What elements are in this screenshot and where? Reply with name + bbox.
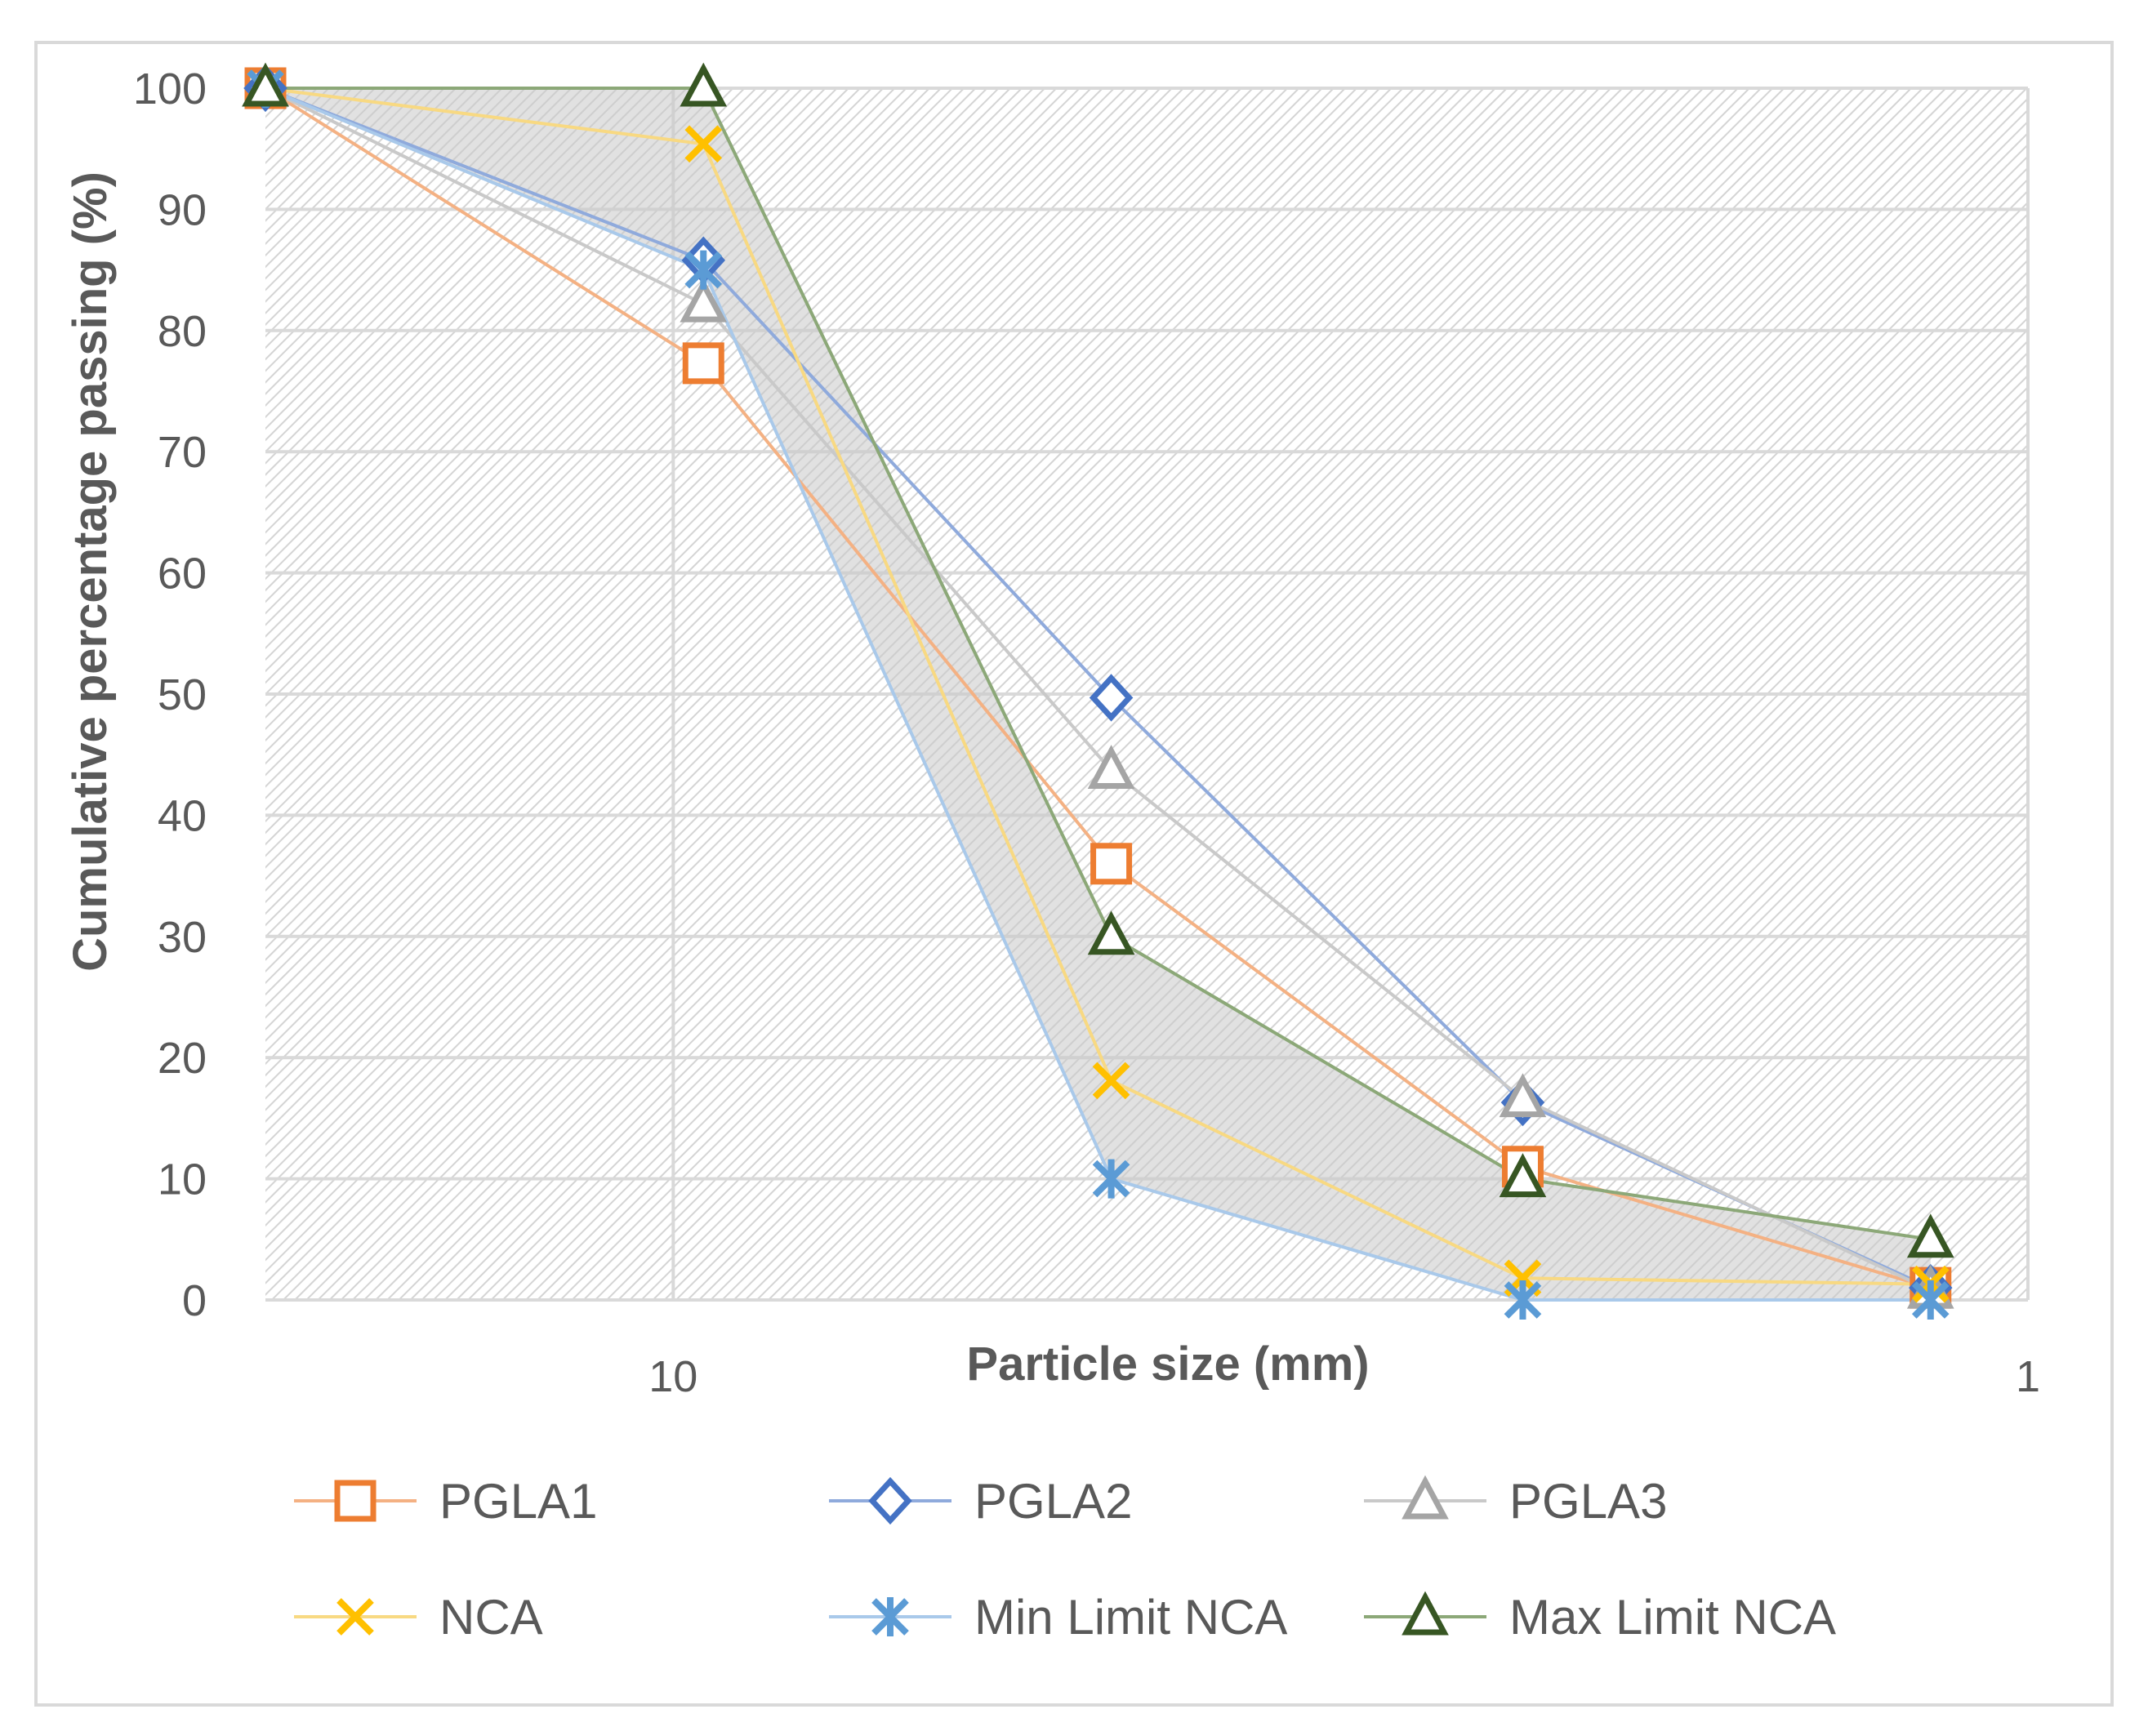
legend-label: Min Limit NCA xyxy=(974,1590,1287,1645)
legend-marker-pgla3 xyxy=(1402,1475,1449,1520)
y-axis-title: Cumulative percentage passing (%) xyxy=(64,171,117,972)
legend-label: Max Limit NCA xyxy=(1509,1590,1836,1645)
y-tick-label: 30 xyxy=(158,913,207,962)
legend-label: PGLA1 xyxy=(439,1474,597,1529)
legend-label: NCA xyxy=(439,1590,543,1645)
data-point-pgla1 xyxy=(1090,843,1133,885)
data-point-min-limit-nca xyxy=(684,250,723,290)
legend-item-max-limit-nca: Max Limit NCA xyxy=(1364,1590,1836,1645)
legend-label: PGLA3 xyxy=(1509,1474,1667,1529)
y-tick-label: 0 xyxy=(182,1276,207,1325)
y-tick-label: 50 xyxy=(158,670,207,719)
data-point-max-limit-nca xyxy=(1499,1153,1547,1198)
legend-marker-pgla1 xyxy=(334,1480,377,1522)
data-point-max-limit-nca xyxy=(1906,1213,1954,1258)
legend-item-pgla3: PGLA3 xyxy=(1364,1474,1667,1529)
legend: PGLA1 PGLA2 PGLA3 NCA Min Limit NCA Max Limit… xyxy=(294,1474,1836,1645)
y-axis-tick-labels: 0 10 20 30 40 50 60 70 80 90 100 xyxy=(133,65,207,1325)
data-point-min-limit-nca xyxy=(1092,1159,1130,1199)
legend-item-pgla2: PGLA2 xyxy=(829,1474,1132,1529)
series-markers xyxy=(242,62,1954,1320)
y-tick-label: 20 xyxy=(158,1034,207,1083)
limit-envelope-band xyxy=(265,88,1931,1300)
legend-item-pgla1: PGLA1 xyxy=(294,1474,597,1529)
legend-label: PGLA2 xyxy=(974,1474,1132,1529)
y-tick-label: 80 xyxy=(158,307,207,356)
data-point-pgla1 xyxy=(682,342,724,385)
data-point-pgla2 xyxy=(1089,674,1134,722)
data-point-min-limit-nca xyxy=(1911,1280,1950,1320)
y-tick-label: 70 xyxy=(158,428,207,477)
data-point-max-limit-nca xyxy=(680,62,728,107)
data-point-pgla3 xyxy=(680,278,728,323)
y-tick-label: 100 xyxy=(133,65,207,114)
x-tick-label: 1 xyxy=(2016,1352,2040,1401)
y-tick-label: 40 xyxy=(158,791,207,840)
legend-marker-pgla2 xyxy=(868,1476,912,1525)
y-tick-label: 90 xyxy=(158,185,207,234)
data-point-max-limit-nca xyxy=(242,62,289,107)
legend-marker-max-limit-nca xyxy=(1402,1591,1449,1636)
legend-marker-min-limit-nca xyxy=(871,1597,909,1636)
data-point-pgla3 xyxy=(1087,745,1135,789)
x-axis-tick-labels: 10 1 xyxy=(648,1352,2040,1401)
legend-item-nca: NCA xyxy=(294,1590,543,1645)
legend-marker-nca xyxy=(336,1598,374,1636)
data-point-pgla3 xyxy=(1499,1073,1547,1118)
x-axis-title: Particle size (mm) xyxy=(966,1338,1369,1391)
data-point-nca xyxy=(1092,1062,1130,1100)
y-tick-label: 10 xyxy=(158,1155,207,1204)
data-point-nca xyxy=(684,125,723,163)
data-point-min-limit-nca xyxy=(1504,1280,1542,1320)
x-tick-label: 10 xyxy=(648,1352,697,1401)
legend-item-min-limit-nca: Min Limit NCA xyxy=(829,1590,1287,1645)
data-point-max-limit-nca xyxy=(1087,910,1135,955)
y-tick-label: 60 xyxy=(158,550,207,599)
